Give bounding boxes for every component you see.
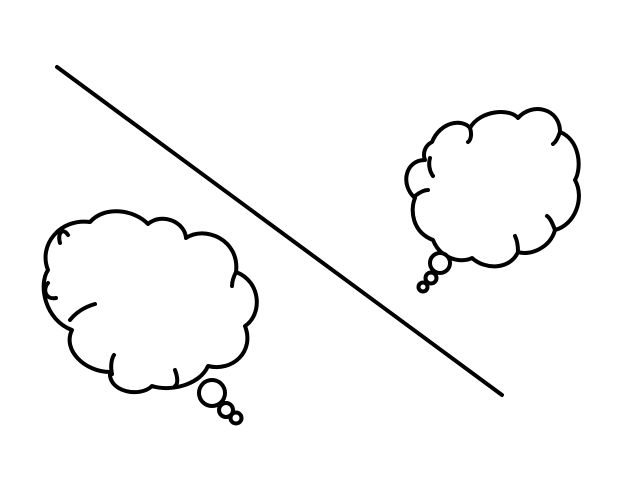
- thought-bubble-left: [41, 209, 259, 426]
- thought-dot-small: [416, 280, 430, 294]
- cloud-fold: [513, 234, 520, 254]
- cloud-fold: [466, 126, 474, 144]
- thought-dot-large: [428, 251, 452, 275]
- thought-dot-medium: [217, 401, 235, 419]
- cloud-fold: [43, 281, 58, 301]
- diagonal-divider: [55, 65, 504, 397]
- cloud-fold: [57, 229, 70, 245]
- cloud-fold: [109, 353, 116, 376]
- cloud-fold: [545, 214, 557, 232]
- cloud-fold: [173, 368, 180, 388]
- cloud-fold: [427, 156, 435, 178]
- cloud-fold: [230, 270, 238, 288]
- thought-dot-large: [197, 378, 227, 408]
- cloud-shape: [41, 209, 259, 395]
- cloud-shape: [404, 107, 581, 269]
- cloud-fold: [413, 188, 430, 198]
- thought-bubble-right: [404, 107, 581, 294]
- thought-dot-medium: [423, 270, 439, 286]
- cloud-fold: [68, 302, 97, 322]
- thought-dot-small: [228, 410, 244, 426]
- cloud-fold: [551, 130, 562, 146]
